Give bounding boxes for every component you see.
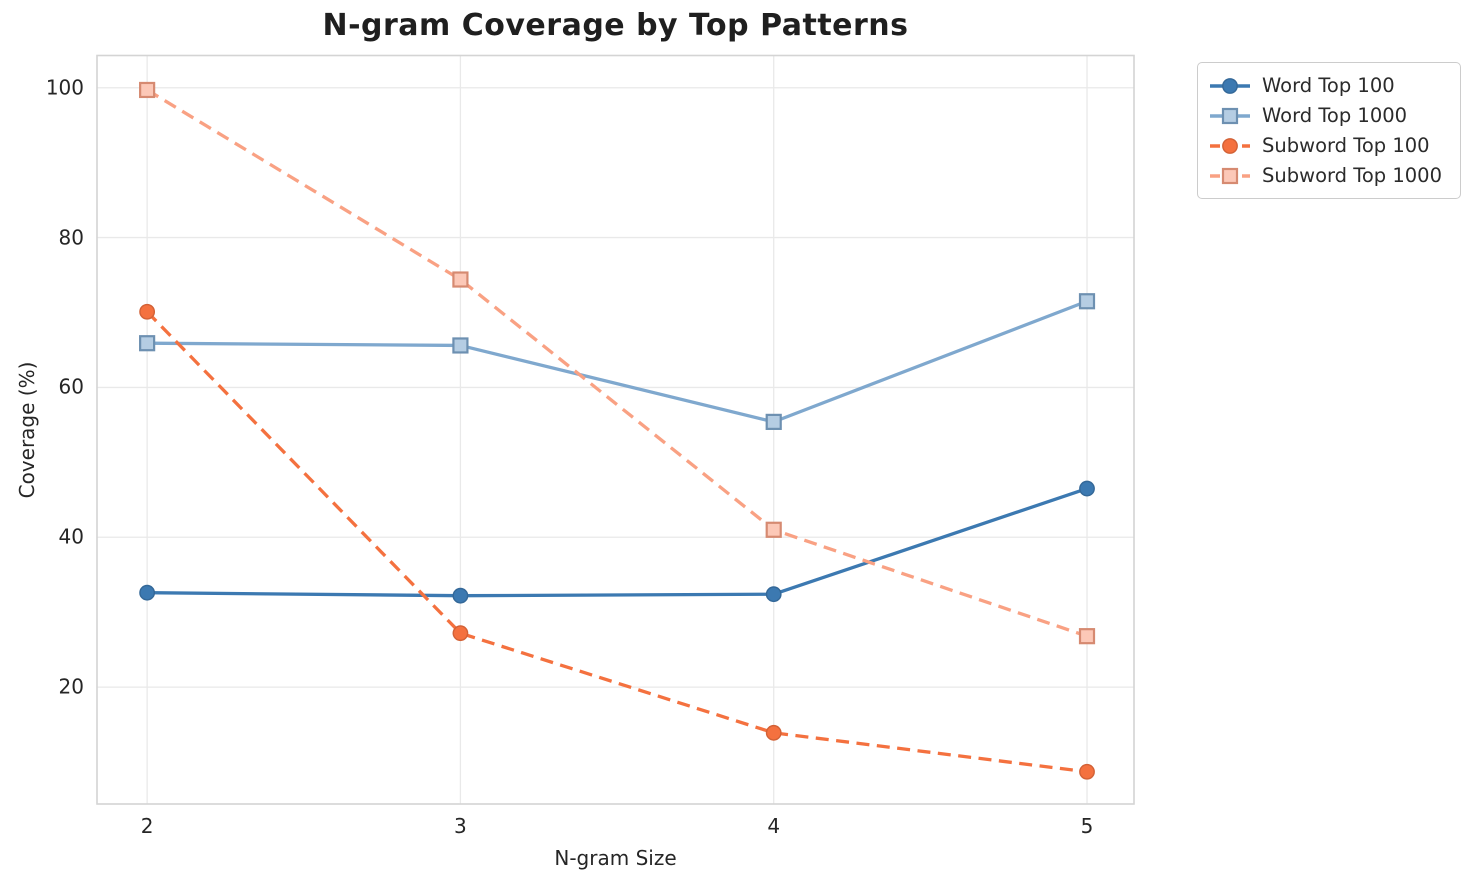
marker-subword-top-1000-x3 (452, 271, 469, 288)
legend-item-word-top-100: Word Top 100 (1208, 72, 1448, 99)
marker-word-top-100-x2 (139, 584, 156, 601)
legend-swatch-word-top-100 (1210, 77, 1250, 94)
legend-item-word-top-1000: Word Top 1000 (1208, 102, 1448, 129)
x-tick-label-5: 5 (1080, 814, 1094, 838)
legend-swatch-word-top-1000 (1210, 107, 1250, 124)
y-tick-label-20: 20 (58, 674, 84, 699)
x-tick-label-4: 4 (767, 814, 781, 838)
series-line-subword-top-1000 (146, 88, 1088, 638)
marker-subword-top-100-x3 (452, 625, 469, 642)
y-tick-label-100: 100 (45, 75, 84, 100)
legend-swatch-subword-top-100 (1210, 137, 1250, 154)
marker-word-top-1000-x2 (139, 335, 156, 352)
marker-word-top-100-x3 (452, 587, 469, 604)
legend-label-subword-top-1000: Subword Top 1000 (1262, 164, 1442, 187)
series-line-word-top-100 (147, 487, 1088, 598)
legend-label-word-top-1000: Word Top 1000 (1262, 104, 1408, 127)
y-tick-label-40: 40 (58, 524, 84, 549)
series-line-word-top-1000 (147, 299, 1088, 424)
marker-word-top-100-x4 (765, 586, 782, 603)
chart-title: N-gram Coverage by Top Patterns (322, 8, 909, 43)
marker-word-top-1000-x3 (452, 337, 469, 354)
marker-word-top-1000-x5 (1078, 293, 1096, 310)
legend-item-subword-top-100: Subword Top 100 (1208, 132, 1448, 159)
marker-word-top-1000-x4 (765, 413, 782, 430)
y-axis-label: Coverage (%) (15, 361, 39, 499)
marker-subword-top-100-x2 (139, 303, 156, 320)
marker-word-top-100-x5 (1079, 480, 1095, 497)
y-tick-label-80: 80 (58, 225, 84, 250)
x-axis-label: N-gram Size (554, 846, 677, 870)
legend-swatch-subword-top-1000 (1210, 167, 1250, 184)
series-line-subword-top-100 (145, 310, 1088, 774)
y-tick-label-60: 60 (58, 374, 84, 399)
legend: Word Top 100 Word Top 1000 Subword Top 100… (1197, 62, 1461, 199)
x-tick-label-3: 3 (454, 814, 467, 838)
legend-label-subword-top-100: Subword Top 100 (1262, 134, 1430, 157)
marker-subword-top-1000-x4 (765, 521, 782, 538)
marker-subword-top-100-x5 (1079, 763, 1095, 780)
legend-label-word-top-100: Word Top 100 (1262, 74, 1395, 97)
plot-spines (96, 54, 1135, 805)
x-tick-label-2: 2 (140, 814, 154, 838)
marker-subword-top-100-x4 (765, 724, 782, 741)
legend-item-subword-top-1000: Subword Top 1000 (1208, 162, 1448, 189)
marker-subword-top-1000-x2 (139, 81, 156, 99)
marker-subword-top-1000-x5 (1078, 628, 1096, 645)
